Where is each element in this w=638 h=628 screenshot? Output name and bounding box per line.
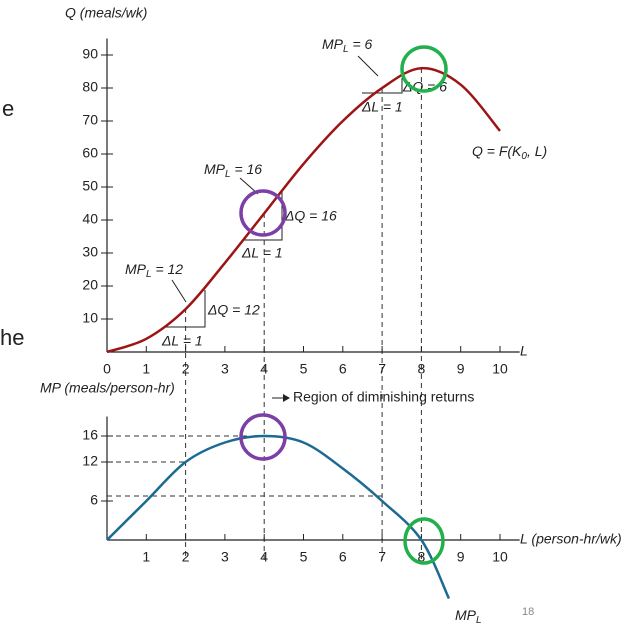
annotation-text: MP [322,36,344,52]
y-tick-label: 16 [82,427,98,443]
x-tick-label: 2 [182,549,190,565]
annotation-text: MP [125,261,147,277]
x-tick-label: 7 [378,549,386,565]
curve-label-text: MP [455,607,477,623]
x-tick-label: 2 [182,361,190,377]
curve-label: Q = F(K0, L) [472,143,547,162]
slide-fragment: e [2,96,14,121]
annotation-text: = 6 [349,36,373,52]
x-tick-label: 5 [300,549,308,565]
y-tick-label: 90 [82,46,98,62]
data-line [106,434,451,600]
annotation: Region of diminishing returns [293,389,474,405]
x-tick-label: 8 [418,549,426,565]
slope-triangle [164,290,206,328]
y-axis-title: Q (meals/wk) [65,5,147,21]
curve-label-text: , L) [527,143,547,159]
highlight [239,189,287,237]
y-tick-label: 30 [82,244,98,260]
y-tick-label: 6 [90,492,98,508]
y-tick-label: 50 [82,178,98,194]
arrow-head [283,394,290,402]
x-tick-label: 1 [142,549,150,565]
arrow [171,279,187,303]
x-tick-label: 0 [103,361,111,377]
annotation: MPL = 16 [204,161,262,180]
x-tick-label: 6 [339,361,347,377]
y-tick-label: 12 [82,453,98,469]
page-number: 18 [522,606,534,618]
curve-label-sub: 0 [521,151,527,162]
y-tick-label: 60 [82,145,98,161]
annotation-text: = 16 [231,161,263,177]
x-tick-label: 1 [142,361,150,377]
annotation-text: MP [204,161,226,177]
x-tick-label: 8 [418,361,426,377]
arrow [357,55,379,77]
x-tick-label: 6 [339,549,347,565]
highlight [239,413,287,461]
slope-triangle [244,192,283,241]
x-axis-title: L (person-hr/wk) [520,531,622,547]
annotation: ΔL = 1 [241,245,283,261]
x-tick-label: 4 [260,549,268,565]
annotation: ΔQ = 16 [284,208,337,224]
annotation: ΔL = 1 [161,333,203,349]
x-tick-label: 7 [378,361,386,377]
x-tick-label: 3 [221,361,229,377]
x-axis-title: L [520,343,528,359]
curve-label: MPL [455,607,482,626]
x-tick-label: 5 [300,361,308,377]
curve-label-text: Q = F(K [472,143,522,159]
y-tick-label: 80 [82,79,98,95]
highlight [400,45,448,93]
annotation: ΔQ = 6 [402,79,447,95]
x-tick-label: 4 [260,361,268,377]
annotation-sub: L [343,44,349,55]
x-tick-label: 10 [492,361,508,377]
y-tick-label: 10 [82,310,98,326]
y-tick-label: 20 [82,277,98,293]
y-axis-title: MP (meals/person-hr) [40,380,175,396]
annotation: ΔL = 1 [361,99,403,115]
highlight [403,517,445,565]
x-tick-label: 9 [457,549,465,565]
data-line [106,66,501,354]
y-tick-label: 40 [82,211,98,227]
annotation-text: = 12 [152,261,184,277]
slide-fragment: he [0,325,24,350]
y-tick-label: 70 [82,112,98,128]
curve-label-sub: L [476,615,482,626]
annotation-sub: L [225,169,231,180]
x-tick-label: 3 [221,549,229,565]
annotation: MPL = 12 [125,261,183,280]
annotation: ΔQ = 12 [207,302,260,318]
x-tick-label: 9 [457,361,465,377]
annotation-sub: L [146,269,152,280]
annotation: MPL = 6 [322,36,373,55]
x-tick-label: 10 [492,549,508,565]
